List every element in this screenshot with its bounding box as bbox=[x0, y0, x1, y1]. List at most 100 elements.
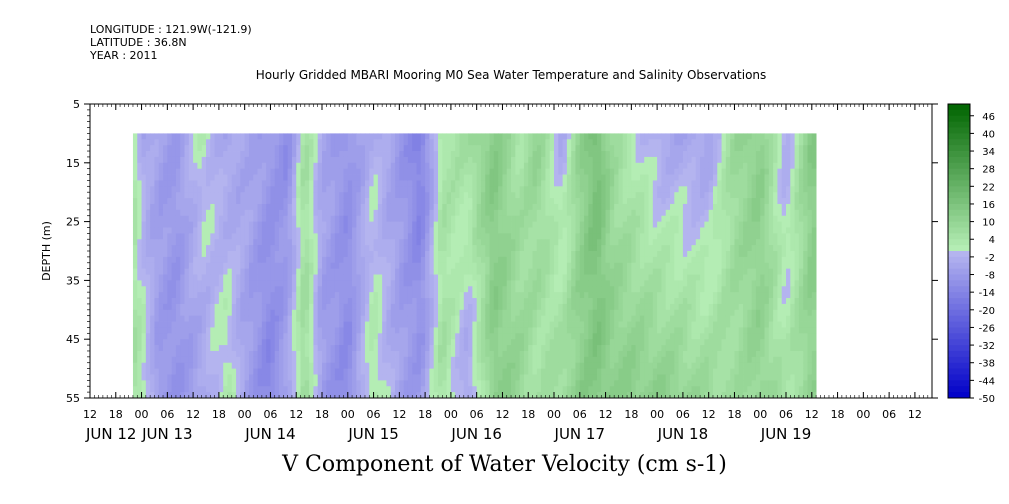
heatmap-cell bbox=[313, 209, 319, 217]
heatmap-cell bbox=[141, 227, 147, 234]
heatmap-cell bbox=[498, 386, 503, 393]
heatmap-cell bbox=[489, 180, 495, 187]
heatmap-cell bbox=[562, 215, 568, 222]
heatmap-cell bbox=[210, 280, 215, 287]
heatmap-cell bbox=[218, 386, 224, 393]
heatmap-cell bbox=[218, 233, 224, 240]
heatmap-cell bbox=[476, 333, 482, 340]
heatmap-cell bbox=[343, 374, 349, 381]
heatmap-cell bbox=[145, 374, 151, 381]
heatmap-cell bbox=[141, 198, 147, 205]
heatmap-cell bbox=[541, 392, 546, 399]
heatmap-cell bbox=[360, 215, 366, 222]
heatmap-cell bbox=[420, 280, 426, 287]
heatmap-cell bbox=[605, 386, 611, 393]
heatmap-cell bbox=[523, 174, 529, 181]
heatmap-cell bbox=[188, 162, 194, 170]
heatmap-cell bbox=[352, 215, 357, 222]
heatmap-cell bbox=[395, 268, 400, 275]
heatmap-cell bbox=[545, 274, 551, 281]
heatmap-cell bbox=[584, 356, 589, 364]
heatmap-cell bbox=[163, 292, 168, 299]
heatmap-cell bbox=[150, 292, 155, 299]
heatmap-cell bbox=[197, 198, 203, 205]
heatmap-cell bbox=[502, 203, 508, 211]
heatmap-cell bbox=[206, 139, 211, 146]
heatmap-cell bbox=[158, 274, 164, 281]
heatmap-cell bbox=[502, 386, 508, 393]
heatmap-cell bbox=[154, 139, 160, 146]
heatmap-cell bbox=[266, 350, 271, 358]
heatmap-cell bbox=[545, 162, 551, 170]
heatmap-cell bbox=[150, 203, 155, 211]
heatmap-cell bbox=[575, 298, 581, 305]
heatmap-cell bbox=[214, 168, 220, 175]
heatmap-cell bbox=[141, 374, 147, 381]
heatmap-cell bbox=[339, 133, 344, 140]
heatmap-cell bbox=[309, 274, 314, 281]
heatmap-cell bbox=[584, 315, 589, 322]
heatmap-cell bbox=[223, 209, 228, 217]
heatmap-cell bbox=[210, 292, 215, 299]
heatmap-cell bbox=[506, 327, 512, 334]
heatmap-cell bbox=[309, 192, 314, 199]
heatmap-cell bbox=[403, 392, 409, 399]
heatmap-cell bbox=[377, 151, 383, 158]
heatmap-cell bbox=[223, 151, 228, 158]
heatmap-cell bbox=[511, 392, 516, 399]
heatmap-cell bbox=[313, 374, 319, 381]
heatmap-cell bbox=[554, 174, 559, 181]
heatmap-cell bbox=[304, 168, 310, 175]
heatmap-cell bbox=[304, 327, 310, 334]
heatmap-cell bbox=[545, 239, 551, 246]
heatmap-cell bbox=[240, 198, 246, 205]
heatmap-cell bbox=[592, 239, 598, 246]
heatmap-cell bbox=[132, 345, 138, 352]
heatmap-cell bbox=[201, 321, 207, 328]
heatmap-cell bbox=[407, 303, 413, 311]
heatmap-cell bbox=[373, 145, 379, 152]
heatmap-cell bbox=[214, 139, 220, 146]
heatmap-cell bbox=[287, 350, 293, 358]
heatmap-cell bbox=[450, 245, 456, 252]
heatmap-cell bbox=[588, 256, 594, 264]
heatmap-cell bbox=[429, 227, 435, 234]
heatmap-cell bbox=[566, 333, 572, 340]
heatmap-cell bbox=[180, 251, 185, 258]
heatmap-cell bbox=[373, 315, 379, 322]
heatmap-cell bbox=[502, 345, 508, 352]
heatmap-cell bbox=[206, 192, 211, 199]
heatmap-cell bbox=[433, 145, 439, 152]
heatmap-cell bbox=[390, 192, 396, 199]
heatmap-cell bbox=[236, 221, 241, 228]
heatmap-cell bbox=[201, 256, 207, 264]
heatmap-cell bbox=[150, 256, 155, 264]
heatmap-cell bbox=[377, 380, 383, 387]
heatmap-cell bbox=[429, 186, 435, 193]
heatmap-cell bbox=[596, 303, 602, 311]
heatmap-cell bbox=[240, 162, 246, 170]
heatmap-cell bbox=[145, 268, 151, 275]
heatmap-cell bbox=[283, 192, 289, 199]
heatmap-cell bbox=[244, 174, 250, 181]
heatmap-cell bbox=[463, 203, 469, 211]
heatmap-cell bbox=[248, 292, 254, 299]
heatmap-cell bbox=[493, 221, 499, 228]
heatmap-cell bbox=[369, 298, 374, 305]
heatmap-cell bbox=[528, 321, 533, 328]
heatmap-cell bbox=[257, 162, 263, 170]
heatmap-cell bbox=[584, 327, 589, 334]
heatmap-cell bbox=[511, 203, 516, 211]
heatmap-cell bbox=[468, 286, 473, 293]
heatmap-cell bbox=[313, 203, 319, 211]
heatmap-cell bbox=[407, 392, 413, 399]
heatmap-cell bbox=[554, 268, 559, 275]
heatmap-cell bbox=[416, 274, 422, 281]
heatmap-cell bbox=[390, 345, 396, 352]
chart-title: Hourly Gridded MBARI Mooring M0 Sea Wate… bbox=[255, 68, 767, 82]
heatmap-cell bbox=[283, 339, 289, 346]
heatmap-cell bbox=[352, 303, 357, 311]
heatmap-cell bbox=[601, 380, 606, 387]
heatmap-cell bbox=[472, 186, 478, 193]
heatmap-cell bbox=[317, 256, 323, 264]
